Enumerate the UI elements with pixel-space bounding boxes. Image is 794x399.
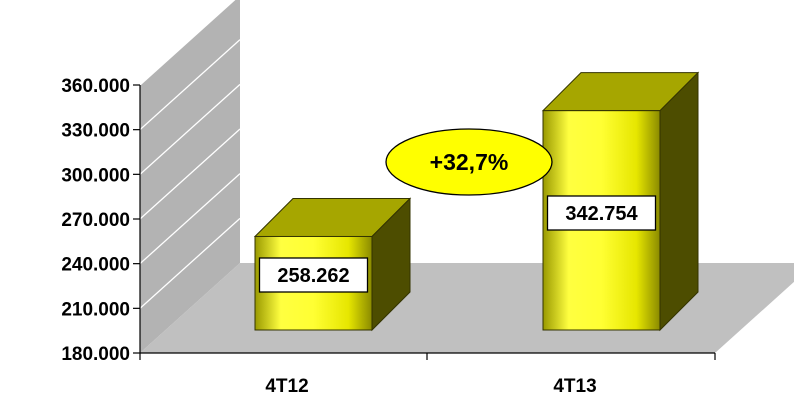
y-tick-label: 360.000 — [61, 76, 130, 97]
y-tick-label: 300.000 — [61, 165, 130, 186]
gridline — [139, 173, 241, 265]
y-tick-label: 180.000 — [61, 344, 130, 365]
y-tick-label: 270.000 — [61, 210, 130, 231]
data-label: 342.754 — [565, 203, 638, 225]
gridline — [139, 83, 241, 175]
bars: 258.262 342.754 — [253, 71, 700, 332]
annotation-text: +32,7% — [430, 149, 509, 175]
gridline — [139, 0, 236, 86]
x-tick-label: 4T12 — [265, 376, 308, 397]
data-label-box — [258, 257, 369, 293]
gridline — [139, 39, 241, 131]
gridline — [139, 217, 241, 309]
gridline — [139, 128, 241, 220]
data-label: 258.262 — [277, 265, 349, 287]
y-tick-label: 330.000 — [61, 121, 130, 142]
y-tick-label: 240.000 — [61, 255, 130, 276]
growth-annotation: +32,7% — [385, 128, 553, 196]
x-axis: 4T12 4T13 — [139, 352, 716, 397]
x-tick-label: 4T13 — [553, 376, 596, 397]
y-axis: 180.000 210.000 240.000 270.000 300.000 330.0… — [61, 76, 141, 365]
bar: 258.262 — [253, 197, 412, 332]
annotation-ellipse — [385, 128, 553, 196]
bar-side — [659, 71, 699, 332]
data-label-box — [546, 195, 657, 231]
y-tick-label: 210.000 — [61, 299, 130, 320]
back-wall — [140, 0, 240, 353]
bar: 342.754 — [541, 71, 700, 332]
